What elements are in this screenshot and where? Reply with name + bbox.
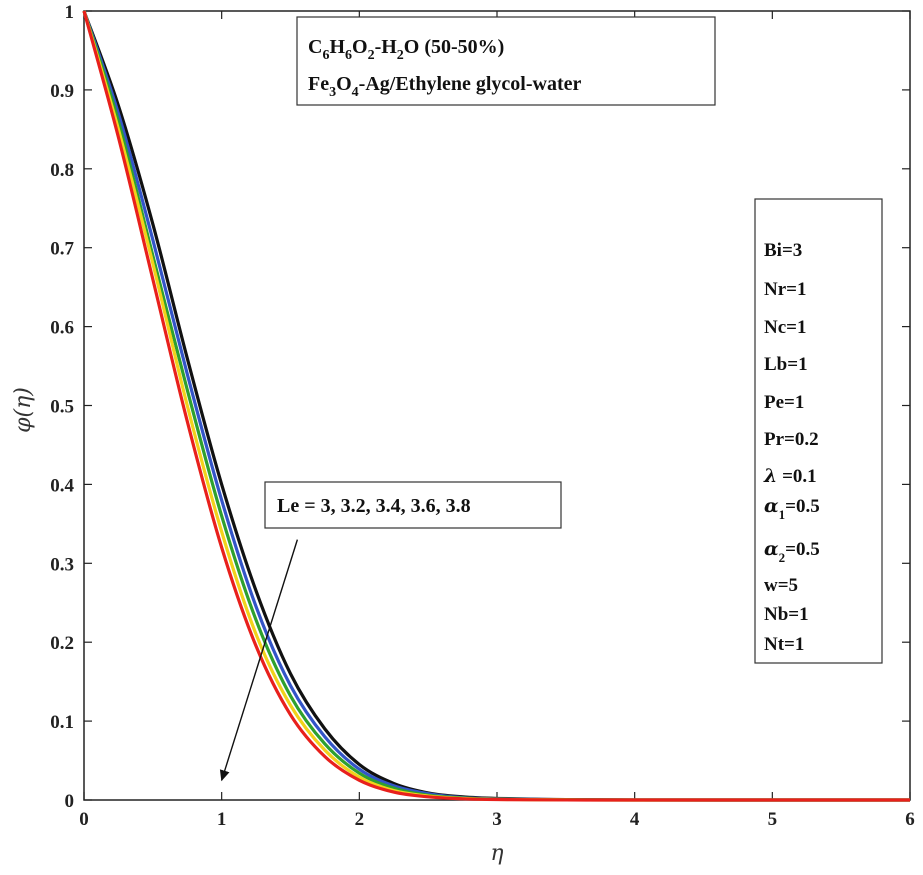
param-pe: Pe=1: [764, 392, 804, 413]
series-line-5: [82, 10, 910, 802]
param-alpha2: α2=0.5: [764, 538, 820, 565]
y-axis-label: φ(η): [11, 387, 36, 433]
y-tick-label: 0.7: [50, 239, 74, 260]
x-tick-label: 5: [768, 809, 778, 830]
x-tick-label: 2: [355, 809, 365, 830]
data-series: [82, 10, 911, 802]
y-tick-label: 0: [65, 791, 75, 812]
title-box: C6H6O2-H2O (50-50%) Fe3O4-Ag/Ethylene gl…: [296, 16, 716, 106]
y-tick-label: 0.8: [50, 160, 74, 181]
y-tick-label: 0.1: [50, 712, 74, 733]
le-annotation-text: Le = 3, 3.2, 3.4, 3.6, 3.8: [277, 495, 471, 517]
y-tick-label: 0.4: [50, 475, 74, 496]
param-nr: Nr=1: [764, 279, 806, 300]
x-tick-label: 6: [905, 809, 915, 830]
param-bi: Bi=3: [764, 240, 802, 261]
x-tick-label: 0: [79, 809, 89, 830]
title-line-1: C6H6O2-H2O (50-50%): [308, 36, 504, 63]
param-lb: Lb=1: [764, 354, 808, 375]
x-tick-label: 3: [492, 809, 502, 830]
axis-ticks: 0 1 2 3 4 5 6 0 0.1 0.2 0.3 0.4 0.5 0.6 0.7 0.8 0.9 1: [50, 2, 915, 830]
x-tick-label: 4: [630, 809, 640, 830]
y-tick-label: 0.6: [50, 318, 74, 339]
le-arrow: [219, 539, 299, 782]
y-tick-label: 0.2: [50, 633, 74, 654]
param-nb: Nb=1: [764, 604, 809, 625]
title-line-2: Fe3O4-Ag/Ethylene glycol-water: [308, 73, 582, 100]
y-tick-label: 0.3: [50, 554, 74, 575]
parameter-box: Bi=3 Nr=1 Nc=1 Lb=1 Pe=1 Pr=0.2 λ =0.1 α…: [754, 198, 883, 664]
x-axis-label: η: [490, 841, 503, 866]
param-lambda: λ =0.1: [763, 465, 817, 487]
y-tick-label: 0.5: [50, 397, 74, 418]
param-w: w=5: [764, 575, 798, 596]
x-tick-label: 1: [217, 809, 227, 830]
y-tick-label: 1: [65, 2, 75, 23]
le-annotation: Le = 3, 3.2, 3.4, 3.6, 3.8: [264, 481, 562, 529]
param-nt: Nt=1: [764, 634, 804, 655]
param-pr: Pr=0.2: [764, 429, 819, 450]
param-alpha1: α1=0.5: [764, 495, 820, 522]
param-nc: Nc=1: [764, 317, 806, 338]
y-tick-label: 0.9: [50, 81, 74, 102]
